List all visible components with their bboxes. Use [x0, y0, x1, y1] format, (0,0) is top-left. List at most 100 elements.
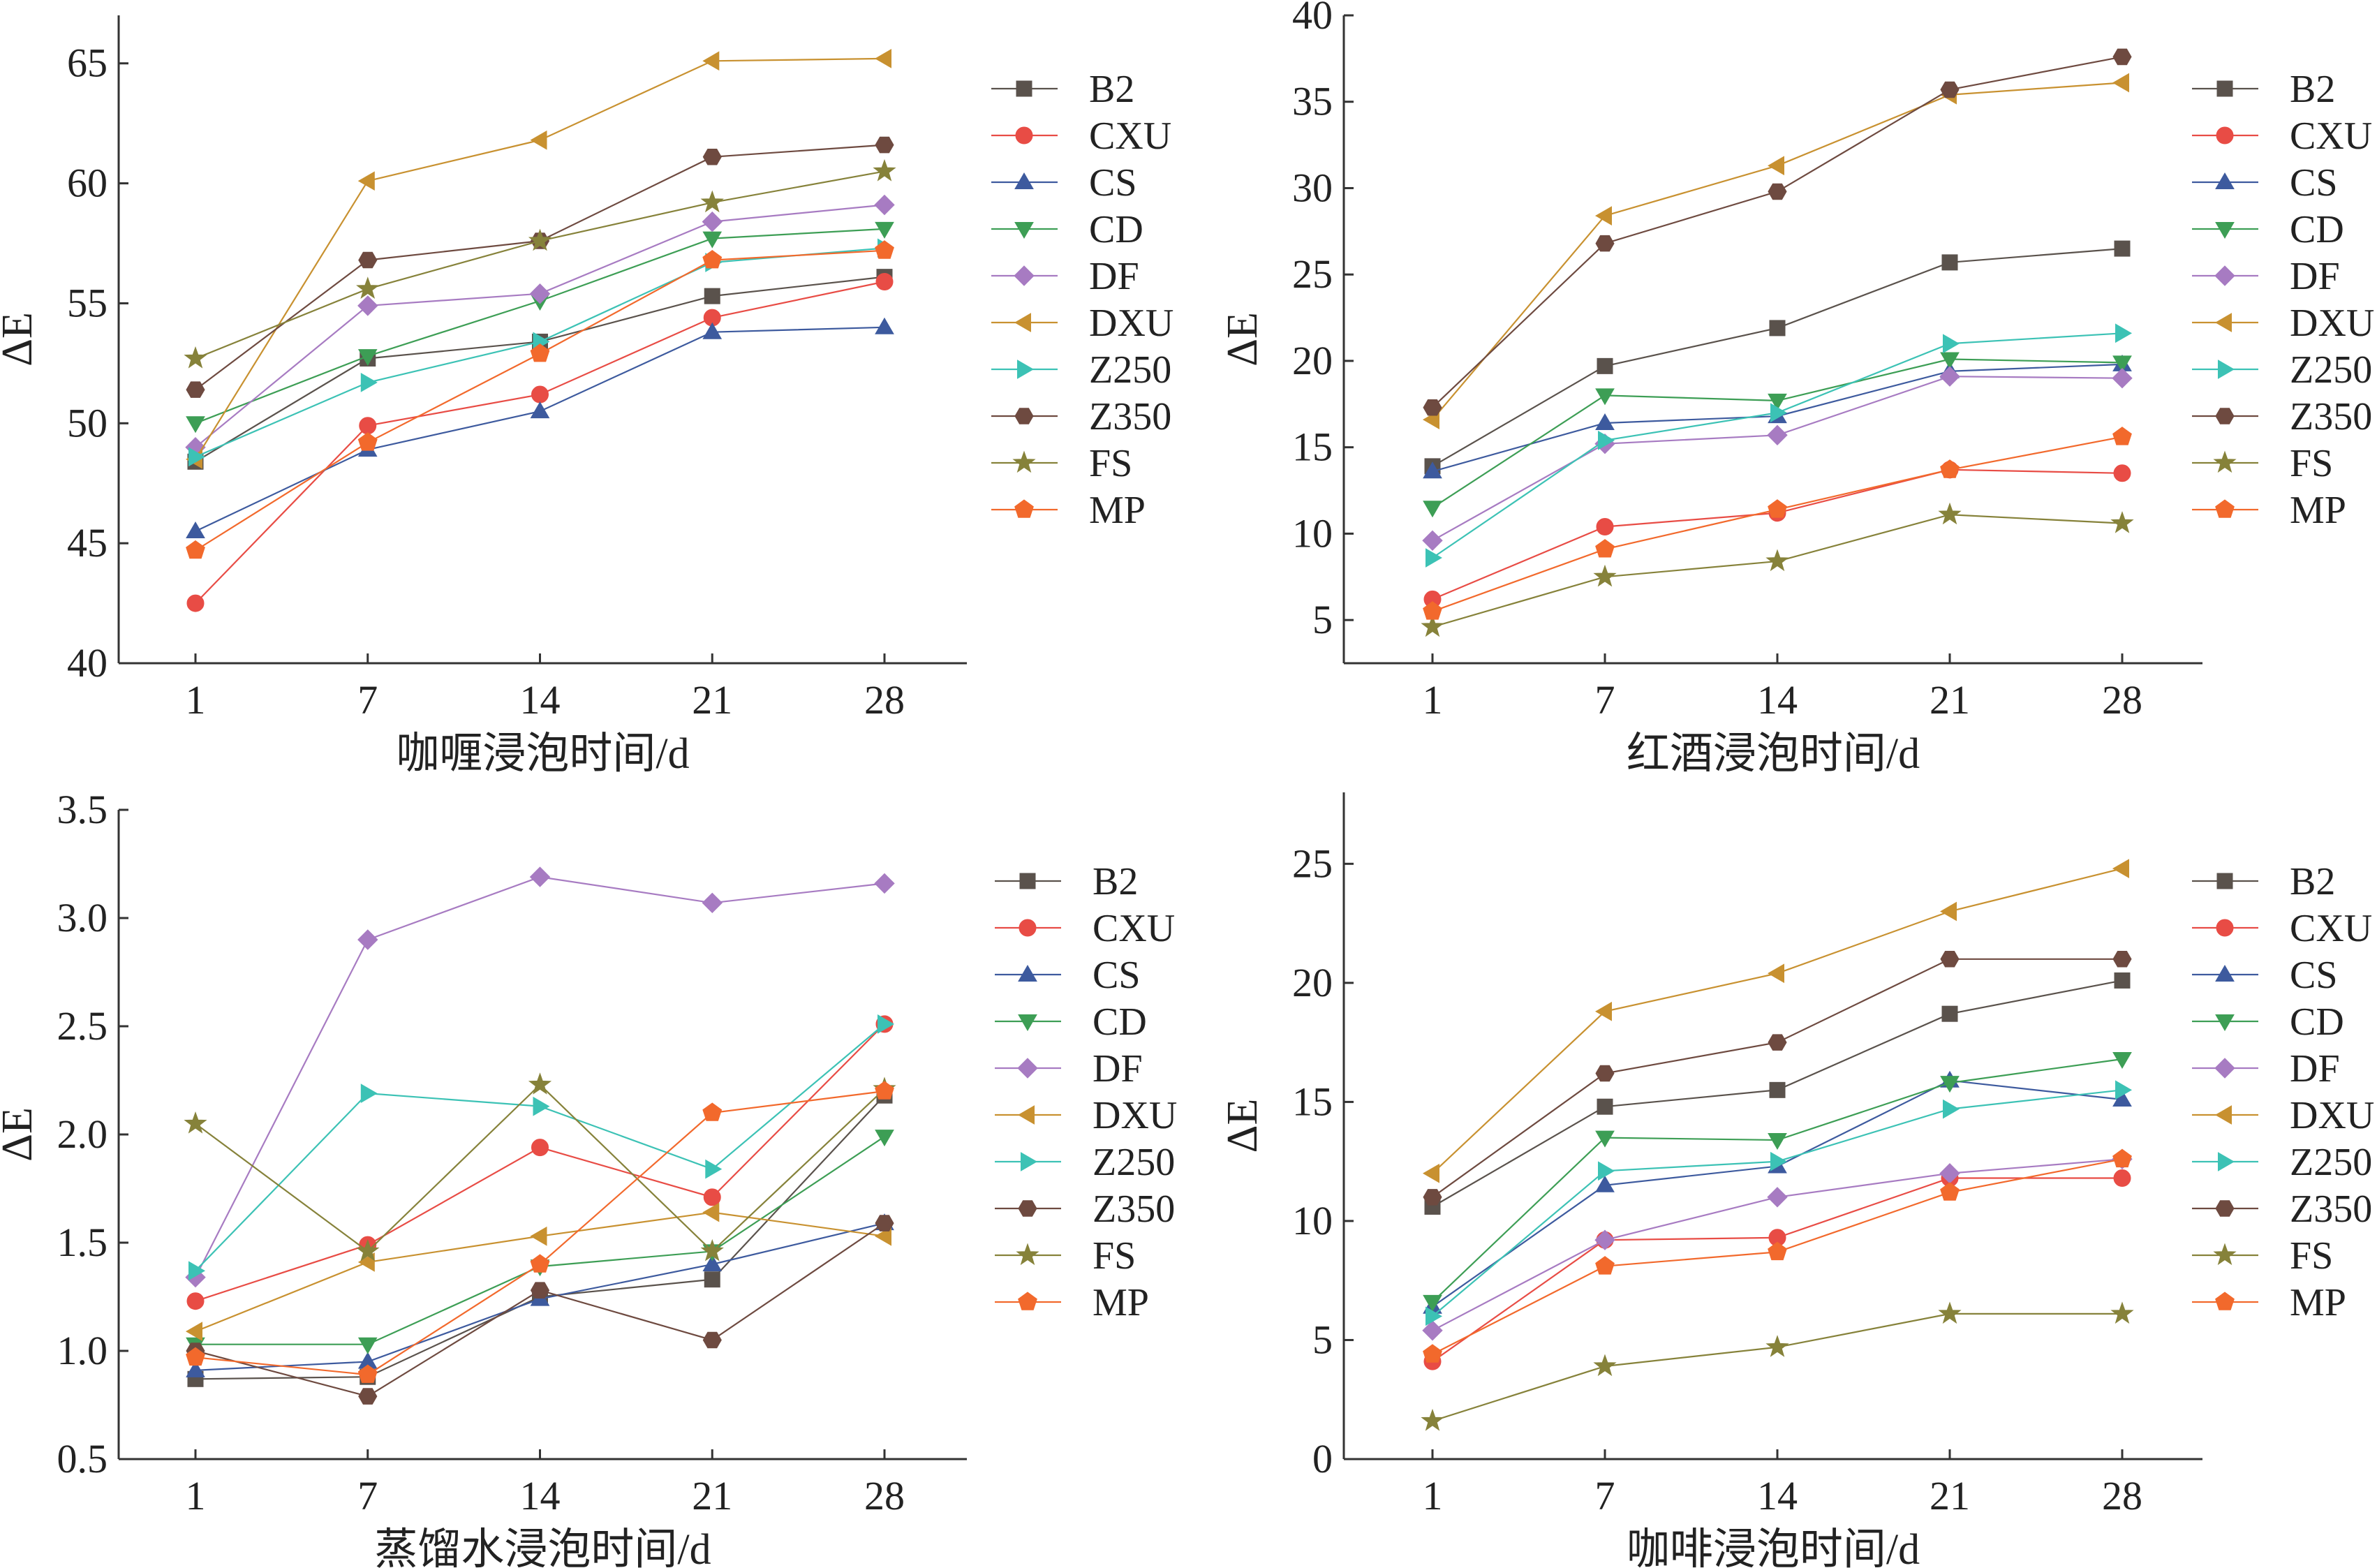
chart-panel-2: 5 10 15 20 25 30 35 40 1 7 14 21 28 红酒浸泡时间/d ΔE B2CXUCS…	[1219, 0, 2374, 778]
legend-label: CXU	[1093, 907, 1175, 950]
legend-label: B2	[2290, 860, 2335, 903]
data-point	[1595, 206, 1612, 225]
legend-label: CD	[2290, 1000, 2344, 1044]
data-point	[2112, 427, 2132, 445]
legend-marker	[1014, 499, 1034, 518]
data-point	[705, 1159, 723, 1179]
series-mp	[186, 1081, 894, 1383]
data-point	[875, 49, 891, 68]
x-tick-label: 28	[2102, 677, 2142, 723]
legend-label: Z350	[2290, 395, 2372, 438]
x-axis-title: 咖啡浸泡时间/d	[1627, 1526, 1920, 1568]
data-point	[702, 892, 723, 914]
legend-marker	[1018, 1200, 1037, 1217]
data-point	[2112, 367, 2133, 389]
legend-marker	[2218, 360, 2235, 379]
data-point	[1426, 548, 1443, 568]
legend-label: CXU	[1089, 114, 1171, 158]
data-point	[530, 1226, 547, 1246]
data-point	[2112, 355, 2132, 373]
data-point	[1593, 1354, 1617, 1377]
legend-label: DF	[1089, 255, 1139, 298]
legend-label: Z250	[2290, 1141, 2372, 1184]
legend-marker	[1021, 1152, 1037, 1171]
legend-marker	[2214, 1058, 2235, 1079]
legend-label: DXU	[1093, 1094, 1177, 1137]
data-point	[186, 1322, 202, 1341]
y-tick-label: 25	[1292, 251, 1333, 297]
data-point	[1770, 403, 1787, 423]
series-b2	[1424, 972, 2131, 1215]
legend-label: CD	[1093, 1000, 1147, 1044]
data-point	[1595, 1065, 1615, 1082]
data-point	[1598, 1161, 1615, 1181]
series-line	[1432, 468, 2123, 600]
data-point	[1423, 461, 1442, 479]
legend-marker	[1018, 1292, 1037, 1310]
y-tick-label: 45	[67, 520, 108, 565]
legend-marker	[1018, 965, 1037, 982]
data-point	[875, 317, 894, 334]
legend-marker	[1014, 222, 1034, 239]
x-axis-title: 红酒浸泡时间/d	[1627, 730, 1920, 778]
legend-marker	[1017, 1058, 1038, 1079]
legend-marker	[2216, 919, 2234, 937]
y-tick-label: 60	[67, 161, 108, 206]
data-point	[188, 447, 205, 467]
data-point	[1940, 352, 1960, 369]
legend-label: DXU	[2290, 302, 2374, 345]
data-point	[530, 401, 550, 419]
chart-panel-3: 0.5 1.0 1.5 2.0 2.5 3.0 3.5 1 7 14 21 28 蒸馏水浸泡时间/d ΔE…	[0, 787, 1177, 1568]
data-point	[531, 385, 549, 404]
data-point	[702, 211, 723, 232]
data-point	[702, 149, 722, 165]
data-point	[357, 295, 378, 316]
series-dxu	[1423, 859, 2129, 1183]
legend-marker	[1016, 80, 1032, 97]
data-point	[1768, 1133, 1787, 1150]
data-point	[186, 1360, 205, 1377]
data-point	[529, 866, 551, 887]
legend-label: DXU	[1089, 302, 1173, 345]
legend-marker	[1014, 172, 1034, 189]
data-point	[1597, 357, 1613, 374]
series-line	[1432, 1312, 2122, 1422]
legend-marker	[1019, 919, 1037, 937]
data-point	[702, 1202, 720, 1222]
legend-label: FS	[2290, 442, 2333, 485]
y-tick-label: 0	[1312, 1436, 1333, 1481]
legend-marker	[2213, 450, 2237, 473]
legend-marker	[1014, 408, 1034, 424]
data-point	[1423, 1344, 1442, 1363]
legend-marker	[1015, 126, 1033, 145]
series-line	[1432, 868, 2123, 1174]
data-point	[1593, 564, 1617, 587]
legend-marker	[2216, 126, 2234, 145]
legend-label: CXU	[2290, 907, 2372, 950]
y-tick-label: 3.0	[57, 895, 108, 940]
data-point	[875, 136, 894, 154]
data-point	[2112, 48, 2132, 66]
data-point	[875, 1215, 894, 1232]
y-tick-label: 20	[1292, 338, 1333, 383]
legend-marker	[2215, 1105, 2232, 1125]
y-tick-label: 5	[1312, 597, 1333, 642]
series-fs	[184, 158, 896, 369]
data-point	[1595, 1175, 1615, 1192]
legend-label: FS	[1093, 1234, 1136, 1278]
data-point	[357, 349, 378, 367]
data-point	[1943, 334, 1960, 354]
legend-marker	[1018, 1014, 1037, 1031]
legend-marker	[2215, 1014, 2235, 1031]
data-point	[702, 1254, 723, 1271]
data-point	[700, 190, 724, 213]
y-tick-label: 2.0	[57, 1111, 108, 1157]
data-point	[1595, 388, 1615, 406]
data-point	[358, 251, 378, 269]
data-point	[1938, 502, 1962, 525]
data-point	[186, 381, 205, 398]
legend-label: FS	[1089, 442, 1132, 485]
series-mp	[186, 240, 894, 559]
data-point	[186, 594, 205, 612]
x-tick-label: 1	[186, 677, 206, 723]
